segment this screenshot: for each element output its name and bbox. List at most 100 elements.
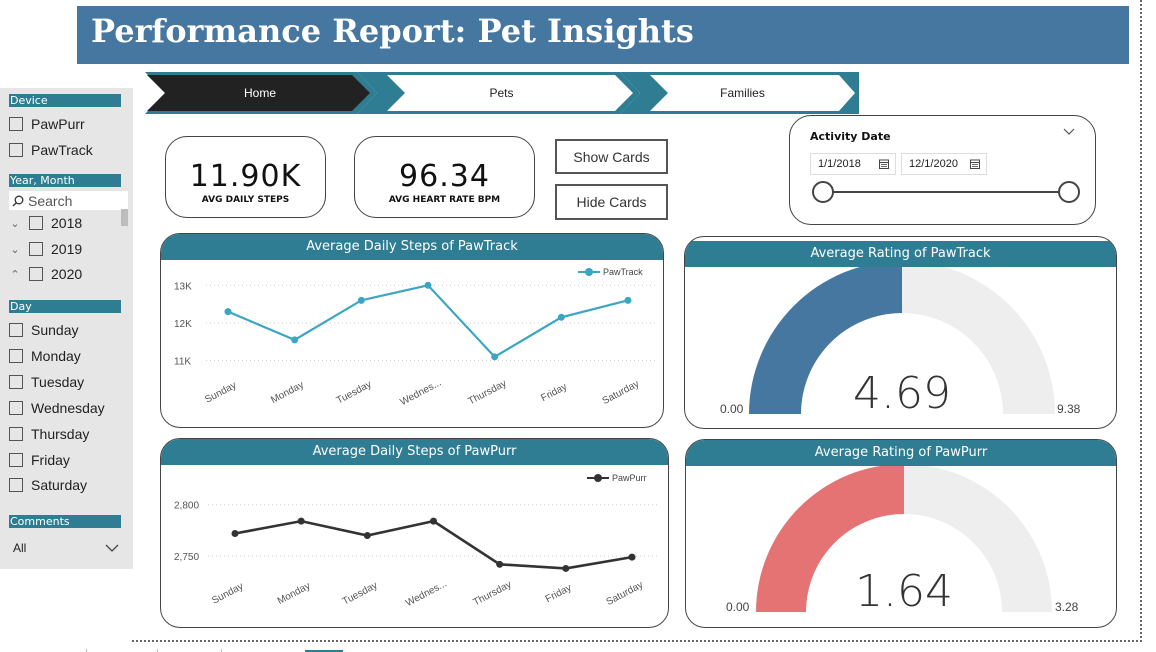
y-tick-label: 11K xyxy=(174,357,191,368)
checkbox[interactable] xyxy=(29,216,43,230)
search-placeholder: Search xyxy=(28,192,73,209)
day-option[interactable]: Monday xyxy=(9,346,81,366)
pawpurr-steps-plot: 2,750 2,800 Sunday Monday Tuesday Wednes... Th… xyxy=(174,473,658,609)
checkbox[interactable] xyxy=(9,453,23,467)
year-option-2019[interactable]: ⌄ 2019 xyxy=(9,239,82,259)
day-option-label: Saturday xyxy=(31,477,88,493)
x-tick-label: Tuesday xyxy=(335,379,374,407)
data-point xyxy=(224,308,232,316)
show-cards-button[interactable]: Show Cards xyxy=(555,139,668,174)
data-point xyxy=(363,532,371,540)
end-date-input[interactable]: 12/1/2020 xyxy=(901,153,987,175)
day-option[interactable]: Tuesday xyxy=(9,372,84,392)
day-option[interactable]: Sunday xyxy=(9,320,78,340)
legend-marker xyxy=(585,268,593,276)
chevron-up-icon[interactable]: ⌃ xyxy=(10,268,20,281)
year-option-2018[interactable]: ⌄ 2018 xyxy=(9,213,82,233)
legend-label: PawPurr xyxy=(612,473,647,483)
end-date-value: 12/1/2020 xyxy=(909,158,958,170)
checkbox[interactable] xyxy=(9,117,23,131)
checkbox[interactable] xyxy=(9,401,23,415)
filter-pane: Device PawPurr PawTrack Year, Month Sear… xyxy=(0,88,133,569)
nav-home-button[interactable]: Home xyxy=(243,86,276,100)
page-tab-active[interactable] xyxy=(305,650,343,652)
series-line xyxy=(227,284,629,359)
legend-label: PawTrack xyxy=(603,267,643,277)
pawtrack-rating-gauge: 4.69 0.00 9.38 Average Rating of PawTrack xyxy=(684,236,1117,429)
title-banner: Performance Report: Pet Insights xyxy=(77,6,1129,64)
calendar-icon[interactable] xyxy=(879,159,889,169)
y-tick-label: 12K xyxy=(174,319,192,330)
nav-families-button[interactable]: Families xyxy=(720,86,765,100)
day-option[interactable]: Friday xyxy=(9,450,70,470)
start-date-input[interactable]: 1/1/2018 xyxy=(810,153,896,175)
checkbox[interactable] xyxy=(29,267,43,281)
day-option[interactable]: Saturday xyxy=(9,475,87,495)
day-option-label: Friday xyxy=(31,452,70,468)
pawpurr-rating-gauge: 1.64 0.00 3.28 Average Rating of PawPurr xyxy=(685,439,1117,628)
data-point xyxy=(430,517,437,525)
x-tick-label: Sunday xyxy=(210,581,245,607)
gauge-fill xyxy=(756,464,904,612)
gauge-min-label: 0.00 xyxy=(720,402,744,416)
day-option[interactable]: Wednesday xyxy=(9,398,105,418)
x-tick-label: Monday xyxy=(269,380,306,406)
kpi-steps-label: AVG DAILY STEPS xyxy=(201,195,290,205)
data-point xyxy=(357,296,365,304)
x-tick-label: Tuesday xyxy=(341,580,380,608)
comments-selected-value: All xyxy=(13,541,27,555)
gauge-value: 4.69 xyxy=(853,368,951,419)
hide-cards-button[interactable]: Hide Cards xyxy=(555,184,668,220)
device-option-pawtrack[interactable]: PawTrack xyxy=(9,140,93,160)
pawtrack-steps-title: Average Daily Steps of PawTrack xyxy=(161,234,663,260)
day-filter-header: Day xyxy=(9,300,121,313)
chevron-down-icon[interactable]: ⌄ xyxy=(10,217,20,230)
pawtrack-rating-plot: 4.69 0.00 9.38 xyxy=(720,261,1081,419)
checkbox[interactable] xyxy=(9,427,23,441)
pawtrack-steps-plot: 11K 12K 13K Sunday Monday Tuesday Wednes... Thu… xyxy=(174,267,655,408)
year-option-2020[interactable]: ⌃ 2020 xyxy=(9,264,82,284)
date-range-track[interactable] xyxy=(823,191,1069,193)
checkbox[interactable] xyxy=(9,478,23,492)
day-option-label: Monday xyxy=(31,348,81,364)
gauge-max-label: 3.28 xyxy=(1055,600,1079,614)
data-point xyxy=(491,353,499,361)
day-option-label: Tuesday xyxy=(31,374,85,390)
gauge-fill xyxy=(749,261,902,414)
start-date-handle[interactable] xyxy=(812,181,834,203)
device-option-pawpurr[interactable]: PawPurr xyxy=(9,114,85,134)
data-point xyxy=(231,529,239,537)
x-tick-label: Saturday xyxy=(601,379,642,408)
end-date-handle[interactable] xyxy=(1058,181,1080,203)
page-tab-divider xyxy=(221,649,222,652)
year-month-scrollbar[interactable] xyxy=(121,209,128,226)
nav-pets-button[interactable]: Pets xyxy=(489,86,514,100)
calendar-icon[interactable] xyxy=(970,159,980,169)
x-tick-label: Friday xyxy=(544,582,574,605)
chevron-down-icon[interactable] xyxy=(1063,128,1075,136)
year-month-search[interactable]: Search xyxy=(9,191,128,210)
activity-date-slicer: Activity Date 1/1/2018 12/1/2020 xyxy=(789,115,1096,225)
comments-filter-header: Comments xyxy=(9,515,121,528)
chevron-down-icon[interactable]: ⌄ xyxy=(10,243,20,256)
start-date-value: 1/1/2018 xyxy=(818,158,861,170)
day-option[interactable]: Thursday xyxy=(9,424,89,444)
checkbox[interactable] xyxy=(9,143,23,157)
x-tick-label: Friday xyxy=(539,381,569,404)
year-option-label: 2019 xyxy=(51,241,83,257)
x-tick-label: Thursday xyxy=(472,579,514,608)
year-option-label: 2018 xyxy=(51,215,83,231)
x-tick-label: Monday xyxy=(276,581,313,607)
checkbox[interactable] xyxy=(9,375,23,389)
gauge-min-label: 0.00 xyxy=(726,600,750,614)
kpi-heart-value: 96.34 xyxy=(399,159,490,194)
data-point xyxy=(424,281,432,289)
nav-shapes xyxy=(145,72,859,114)
checkbox[interactable] xyxy=(9,349,23,363)
gauge-max-label: 9.38 xyxy=(1057,402,1081,416)
comments-dropdown[interactable]: All xyxy=(9,537,127,559)
day-option-label: Wednesday xyxy=(31,400,105,416)
checkbox[interactable] xyxy=(9,323,23,337)
x-tick-label: Wednes... xyxy=(398,377,443,408)
checkbox[interactable] xyxy=(29,242,43,256)
